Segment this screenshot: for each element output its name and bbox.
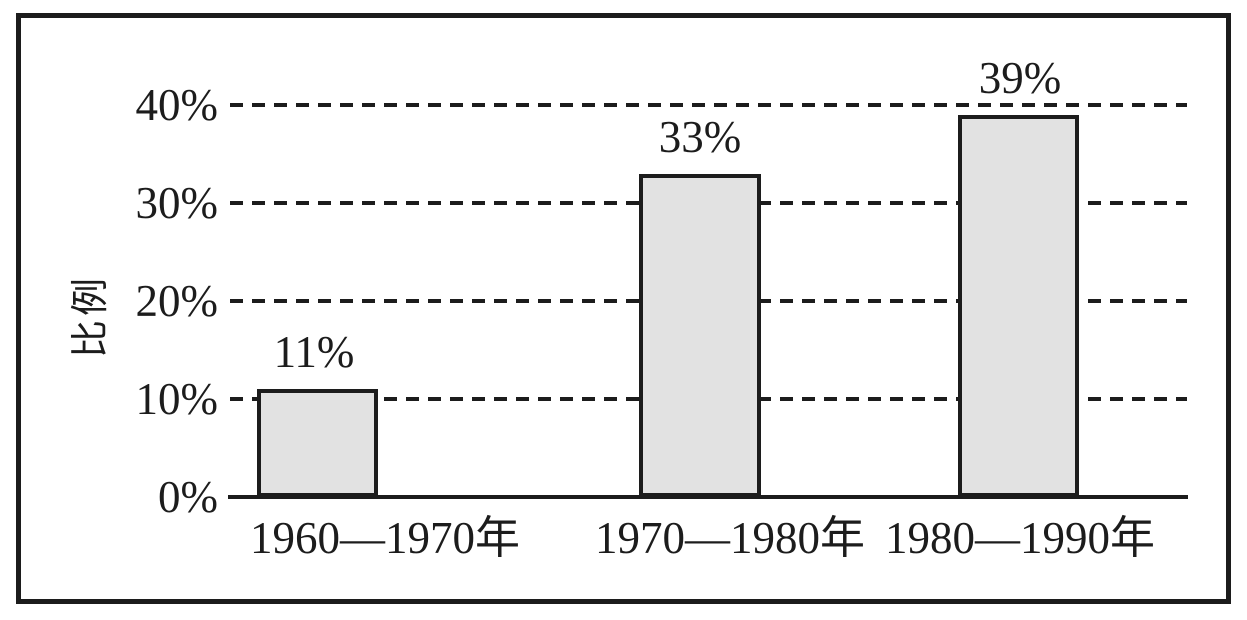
bar-1980-1990 [958,115,1079,497]
x-category-label-1960-1970: 1960—1970年 [249,513,520,563]
bar-value-label-1960-1970: 11% [273,327,355,377]
bar-value-label-1980-1990: 39% [978,53,1062,103]
x-category-label-1980-1990: 1980—1990年 [884,513,1155,563]
y-tick-label-0: 0% [158,472,218,522]
chart-outer-border [16,13,1231,604]
y-tick-label-40: 40% [135,80,219,130]
y-tick-label-10: 10% [135,374,219,424]
bar-1960-1970 [257,389,378,497]
y-tick-label-30: 30% [135,178,219,228]
y-tick-label-20: 20% [135,276,219,326]
x-category-label-1970-1980: 1970—1980年 [594,513,865,563]
gridline-40-percent [230,103,1187,107]
bar-value-label-1970-1980: 33% [658,112,742,162]
x-axis-line [228,495,1188,499]
bar-1970-1980 [639,174,761,497]
